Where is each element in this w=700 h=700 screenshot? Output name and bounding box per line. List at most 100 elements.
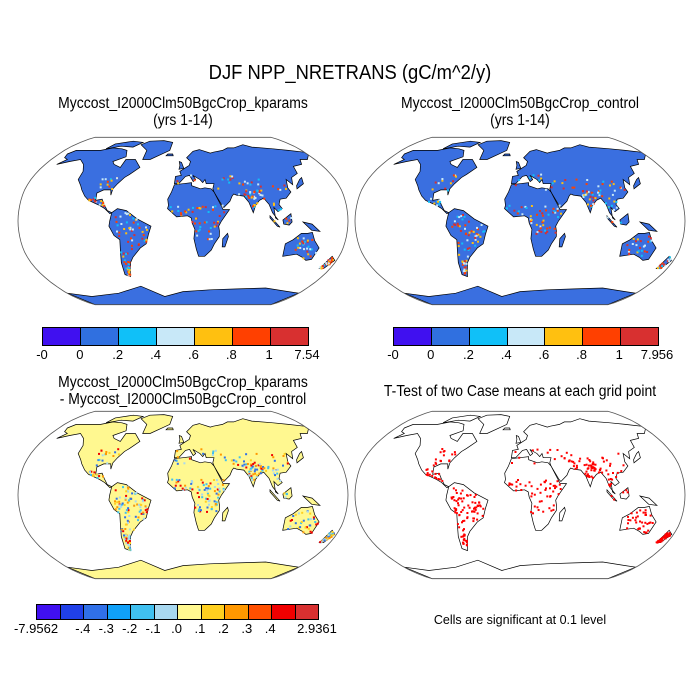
grid-cell [474, 236, 477, 239]
grid-cell [464, 227, 466, 230]
grid-cell [537, 509, 540, 511]
grid-cell [98, 203, 101, 206]
landmass-japan [296, 450, 304, 464]
grid-cell [436, 204, 439, 207]
grid-cell [204, 500, 207, 503]
colorbar-bin [621, 328, 659, 345]
grid-cell [273, 220, 276, 223]
grid-cell [214, 503, 217, 505]
landmass-iceland [502, 427, 511, 431]
grid-cell [463, 262, 466, 264]
grid-cell [310, 531, 313, 534]
grid-cell [95, 473, 98, 476]
grid-cell [130, 237, 132, 240]
colorbar-control [393, 327, 659, 346]
grid-cell [549, 482, 552, 485]
grid-cell [610, 483, 613, 485]
landmass-canadian-islands [105, 140, 145, 150]
grid-cell [320, 541, 323, 544]
grid-cell [138, 226, 141, 229]
grid-cell [649, 514, 652, 517]
grid-cell [256, 468, 259, 471]
grid-cell [586, 473, 589, 476]
grid-cell [541, 221, 544, 224]
grid-cell [465, 262, 468, 265]
grid-cell [544, 229, 546, 232]
grid-cell [118, 231, 121, 234]
grid-cell [533, 493, 536, 496]
grid-cell [128, 261, 131, 264]
grid-cell [466, 247, 469, 250]
grid-cell [623, 188, 626, 191]
grid-cell [255, 474, 258, 477]
grid-cell [607, 206, 610, 209]
grid-cell [213, 479, 215, 481]
grid-cell [222, 479, 225, 482]
grid-cell [282, 455, 285, 457]
grid-cell [450, 497, 453, 500]
grid-cell [540, 500, 543, 503]
grid-cell [191, 488, 194, 491]
grid-cell [108, 185, 111, 188]
landmass-north-america [393, 421, 478, 489]
grid-cell [610, 204, 613, 207]
grid-cell [589, 464, 592, 467]
grid-cell [425, 473, 428, 476]
grid-cell [464, 224, 467, 227]
grid-cell [457, 502, 459, 505]
grid-cell [590, 191, 593, 194]
grid-cell [607, 473, 610, 476]
grid-cell [438, 199, 441, 202]
grid-cell [307, 518, 310, 521]
grid-cell [120, 223, 123, 225]
grid-cell [142, 512, 145, 515]
grid-cell [114, 502, 117, 505]
colorbar-label: -7.9562 [13, 621, 59, 636]
grid-cell [434, 472, 437, 475]
colorbar-bin [233, 328, 271, 345]
grid-cell [508, 482, 511, 485]
grid-cell [611, 193, 614, 196]
grid-cell [556, 209, 559, 212]
grid-cell [468, 506, 471, 509]
grid-cell [125, 539, 128, 542]
grid-cell [529, 220, 532, 223]
grid-cell [212, 452, 214, 455]
grid-cell [613, 189, 616, 192]
grid-cell [127, 520, 130, 523]
grid-cell [514, 184, 517, 187]
grid-cell [476, 512, 479, 515]
grid-cell [199, 506, 201, 509]
grid-cell [204, 206, 207, 209]
grid-cell [207, 487, 209, 490]
grid-cell [261, 194, 264, 197]
grid-cell [458, 225, 461, 228]
grid-cell [218, 487, 221, 490]
grid-cell [286, 462, 289, 465]
grid-cell [328, 261, 331, 264]
grid-cell [575, 178, 578, 181]
grid-cell [299, 247, 302, 249]
grid-cell [213, 221, 216, 224]
colorbar-label: .4 [150, 347, 161, 362]
grid-cell [542, 510, 545, 513]
grid-cell [611, 478, 614, 481]
grid-cell [330, 259, 333, 262]
grid-cell [613, 498, 616, 501]
grid-cell [473, 507, 475, 510]
grid-cell [448, 460, 451, 463]
grid-cell [302, 237, 305, 240]
grid-cell [95, 464, 98, 467]
grid-cell [451, 225, 454, 228]
grid-cell [100, 449, 103, 452]
grid-cell [245, 466, 248, 469]
grid-cell [599, 467, 602, 470]
grid-cell [325, 262, 328, 265]
grid-cell [452, 487, 455, 490]
grid-cell [331, 531, 334, 533]
grid-cell [452, 496, 455, 498]
grid-cell [176, 450, 179, 453]
grid-cell [98, 475, 101, 478]
grid-cell [92, 474, 95, 477]
grid-cell [306, 239, 309, 242]
